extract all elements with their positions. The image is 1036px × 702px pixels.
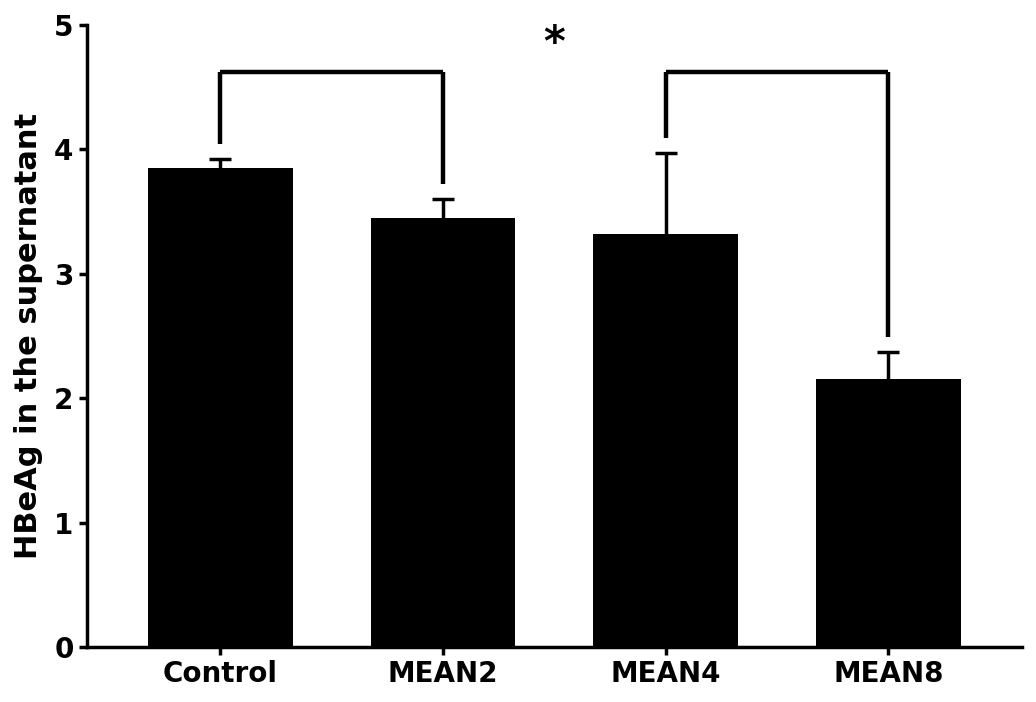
Bar	[148, 168, 293, 647]
Y-axis label: HBeAg in the supernatant: HBeAg in the supernatant	[13, 113, 42, 559]
Text: *: *	[544, 22, 566, 65]
Bar	[371, 218, 516, 647]
Bar	[816, 380, 960, 647]
Bar	[594, 234, 738, 647]
